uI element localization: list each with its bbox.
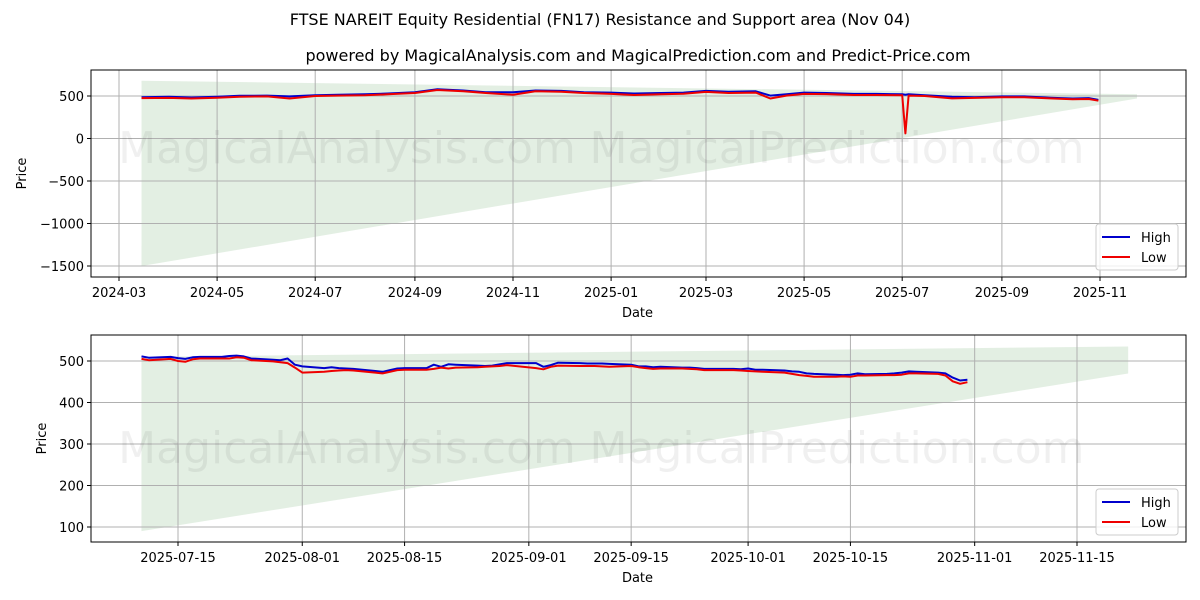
- x-tick-label: 2025-05: [777, 286, 831, 301]
- x-tick-label: 2025-10-01: [710, 551, 786, 566]
- x-tick-label: 2025-09: [975, 286, 1029, 301]
- x-tick-label: 2025-10-15: [813, 551, 889, 566]
- legend-box: [1095, 223, 1179, 271]
- y-tick-label: 500: [59, 90, 84, 105]
- x-tick-label: 2024-09: [388, 286, 442, 301]
- x-tick-label: 2024-03: [92, 286, 146, 301]
- y-tick-label: −1500: [40, 260, 84, 275]
- series-line-high: [141, 354, 968, 382]
- x-axis-label: Date: [622, 306, 653, 321]
- y-tick-label: −500: [48, 175, 84, 190]
- x-axis-label: Date: [622, 571, 653, 586]
- x-tick-label: 2025-08-15: [367, 551, 443, 566]
- y-tick-label: 0: [76, 133, 84, 148]
- legend-label-high: High: [1141, 231, 1171, 246]
- y-tick-label: 500: [59, 355, 84, 370]
- plot-area: MagicalAnalysis.com MagicalPrediction.com: [91, 335, 1186, 542]
- chart-panel-1: MagicalAnalysis.com MagicalPrediction.com…: [15, 69, 1187, 321]
- legend-label-low: Low: [1141, 516, 1167, 531]
- y-tick-label: 300: [59, 438, 84, 453]
- y-axis-label: Price: [15, 158, 30, 190]
- x-tick-label: 2025-03: [679, 286, 733, 301]
- plot-frame: [90, 69, 1187, 278]
- watermark-text: MagicalPrediction.com: [590, 423, 1085, 474]
- plot-frame: [90, 334, 1187, 543]
- x-tick-label: 2025-11-15: [1039, 551, 1115, 566]
- x-tick-label: 2025-11: [1073, 286, 1127, 301]
- series-line-low: [141, 356, 968, 385]
- x-tick-label: 2025-07: [875, 286, 929, 301]
- series-line-low: [141, 89, 1099, 135]
- y-tick-label: 100: [59, 521, 84, 536]
- legend: High Low: [1095, 488, 1179, 536]
- legend: High Low: [1095, 223, 1179, 271]
- x-tick-label: 2024-11: [486, 286, 540, 301]
- watermark-text: MagicalAnalysis.com: [118, 123, 576, 174]
- x-tick-label: 2025-11-01: [937, 551, 1013, 566]
- y-tick-label: 400: [59, 397, 84, 412]
- watermark-text: MagicalAnalysis.com: [118, 423, 576, 474]
- y-axis-label: Price: [35, 423, 50, 455]
- support-resistance-band: [141, 80, 1137, 266]
- chart-subtitle: powered by MagicalAnalysis.com and Magic…: [305, 46, 971, 65]
- x-tick-label: 2025-08-01: [264, 551, 340, 566]
- x-tick-label: 2025-01: [584, 286, 638, 301]
- x-tick-label: 2024-07: [288, 286, 342, 301]
- y-tick-label: −1000: [40, 218, 84, 233]
- x-tick-label: 2024-05: [190, 286, 244, 301]
- y-tick-label: 200: [59, 480, 84, 495]
- legend-box: [1095, 488, 1179, 536]
- support-resistance-band: [141, 346, 1129, 532]
- x-tick-label: 2025-09-15: [593, 551, 669, 566]
- chart-title: FTSE NAREIT Equity Residential (FN17) Re…: [289, 10, 911, 29]
- x-tick-label: 2025-09-01: [491, 551, 567, 566]
- plot-area: MagicalAnalysis.com MagicalPrediction.com: [91, 70, 1186, 277]
- x-tick-label: 2025-07-15: [140, 551, 216, 566]
- legend-label-low: Low: [1141, 251, 1167, 266]
- watermark-text: MagicalPrediction.com: [590, 123, 1085, 174]
- chart-panel-2: MagicalAnalysis.com MagicalPrediction.com…: [35, 334, 1187, 586]
- legend-label-high: High: [1141, 496, 1171, 511]
